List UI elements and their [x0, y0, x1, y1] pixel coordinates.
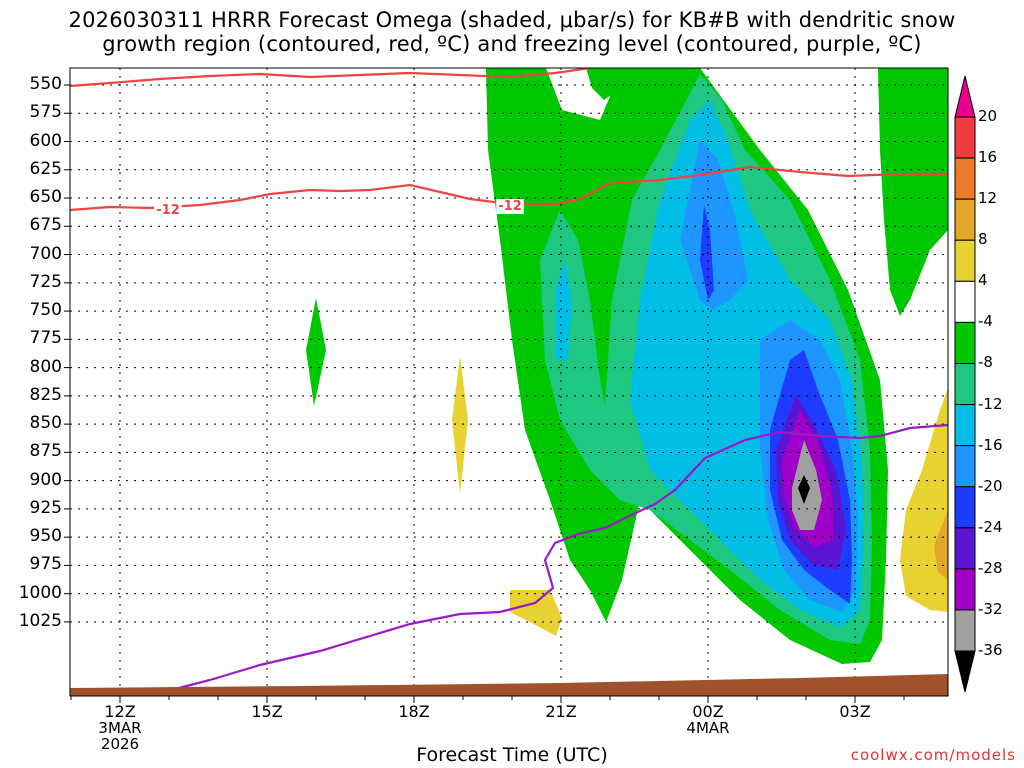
x-tick-label-time: 12Z: [104, 702, 136, 721]
colorbar-swatch: [954, 486, 976, 529]
x-tick-label-year: 2026: [100, 735, 140, 753]
colorbar-swatch: [954, 239, 976, 282]
y-tick-label: 900: [29, 469, 62, 490]
x-tick-label: 00Z 4MAR: [678, 702, 738, 737]
y-tick-label: 825: [29, 384, 62, 405]
omega-band-minus-4-right: [878, 68, 948, 316]
colorbar-label: -24: [978, 517, 1003, 536]
credit-text: coolwx.com/models: [850, 746, 1016, 764]
plot-frame: [69, 67, 949, 697]
colorbar-label: -28: [978, 558, 1003, 577]
y-tick-label: 575: [29, 102, 62, 123]
x-tick-label-time: 03Z: [839, 702, 871, 721]
x-tick-label-date: 4MAR: [686, 719, 730, 737]
colorbar-swatch: [954, 404, 976, 447]
y-tick-label: 700: [29, 243, 62, 264]
x-tick-label-time: 00Z: [692, 702, 724, 721]
freezing-level-contour: [174, 423, 948, 691]
omega-band-minus-16: [680, 140, 748, 310]
y-tick-label: 925: [29, 497, 62, 518]
contour-label-bg: [154, 203, 182, 218]
terrain: [70, 674, 948, 696]
colorbar-label: -12: [978, 394, 1003, 413]
x-tick-label: 18Z: [384, 704, 444, 720]
colorbar-swatch: [954, 157, 976, 200]
omega-band-plus-4-c: [900, 388, 948, 612]
colorbar-swatch: [954, 362, 976, 406]
y-tick-label: 1000: [18, 582, 62, 603]
omega-band-plus-8: [934, 510, 948, 580]
x-tick-label: 03Z: [825, 704, 885, 720]
dgz-contour-label-2: -12: [498, 199, 522, 214]
shaded-omega-field: [306, 68, 948, 664]
colorbar: [954, 75, 976, 693]
y-tick-label: 850: [29, 413, 62, 434]
colorbar-label: -36: [978, 641, 1003, 660]
x-tick-label-time: 18Z: [398, 702, 430, 721]
x-tick-label-time: 15Z: [251, 702, 283, 721]
dendritic-growth-contours: [70, 68, 948, 212]
omega-band-minus-4-small: [306, 298, 326, 406]
x-tick-label: 15Z: [237, 704, 297, 720]
grid-lines: [70, 68, 948, 696]
chart-title: 2026030311 HRRR Forecast Omega (shaded, …: [0, 8, 1024, 56]
colorbar-label: 8: [978, 230, 988, 249]
y-tick-label: 625: [29, 158, 62, 179]
y-axis-ticks: [64, 84, 70, 623]
colorbar-bottom-arrow: [954, 650, 976, 693]
y-tick-label: 550: [29, 74, 62, 94]
colorbar-label: 4: [978, 271, 988, 290]
colorbar-swatch: [954, 198, 976, 241]
y-tick-label: 725: [29, 271, 62, 292]
y-tick-label: 800: [29, 356, 62, 377]
colorbar-label: -4: [978, 312, 993, 331]
title-line-2: growth region (contoured, red, ºC) and f…: [102, 32, 922, 56]
omega-band-minus-36: [798, 475, 810, 504]
title-line-1: 2026030311 HRRR Forecast Omega (shaded, …: [68, 8, 956, 32]
colorbar-top-arrow: [954, 75, 976, 118]
colorbar-label: -32: [978, 599, 1003, 618]
omega-band-plus-4-b: [510, 590, 562, 636]
y-tick-label: 750: [29, 300, 62, 321]
y-tick-label: 1025: [18, 610, 62, 631]
colorbar-swatch: [954, 568, 976, 611]
y-tick-label: 600: [29, 130, 62, 151]
colorbar-label: 12: [978, 189, 998, 208]
x-tick-label: 12Z 3MAR 2026: [90, 702, 150, 753]
colorbar-label: -20: [978, 476, 1003, 495]
x-tick-label-time: 21Z: [545, 702, 577, 721]
y-tick-label: 875: [29, 441, 62, 462]
dgz-contour-lower: [70, 165, 948, 212]
y-tick-label: 650: [29, 187, 62, 208]
dgz-contour-label-1: -12: [156, 203, 180, 218]
dgz-contour-upper: [70, 68, 591, 88]
colorbar-label: 16: [978, 148, 998, 167]
x-axis-title: Forecast Time (UTC): [416, 744, 608, 766]
y-tick-label: 775: [29, 328, 62, 349]
omega-band-minus-12: [555, 260, 572, 360]
contour-label-bg: [496, 199, 524, 214]
omega-band-minus-20: [700, 205, 714, 300]
colorbar-swatch: [954, 445, 976, 488]
colorbar-swatch: [954, 527, 976, 570]
colorbar-label: -8: [978, 353, 993, 372]
omega-band-plus-4-a: [452, 356, 468, 494]
colorbar-swatch: [954, 280, 976, 323]
y-tick-label: 975: [29, 554, 62, 575]
omega-band-minus-4-top: [586, 68, 624, 100]
colorbar-label: 20: [978, 107, 998, 125]
y-tick-label: 675: [29, 215, 62, 236]
x-axis-ticks: [70, 696, 905, 703]
colorbar-label: -16: [978, 435, 1003, 454]
colorbar-swatch: [954, 116, 976, 159]
x-tick-label: 21Z: [531, 704, 591, 720]
x-tick-label-date: 3MAR: [98, 719, 142, 737]
colorbar-swatch: [954, 609, 976, 652]
y-tick-label: 950: [29, 526, 62, 547]
colorbar-swatch: [954, 321, 976, 364]
